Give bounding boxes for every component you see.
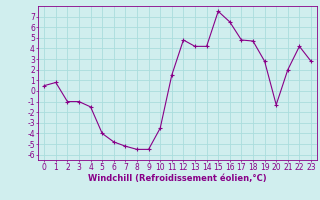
X-axis label: Windchill (Refroidissement éolien,°C): Windchill (Refroidissement éolien,°C) <box>88 174 267 183</box>
